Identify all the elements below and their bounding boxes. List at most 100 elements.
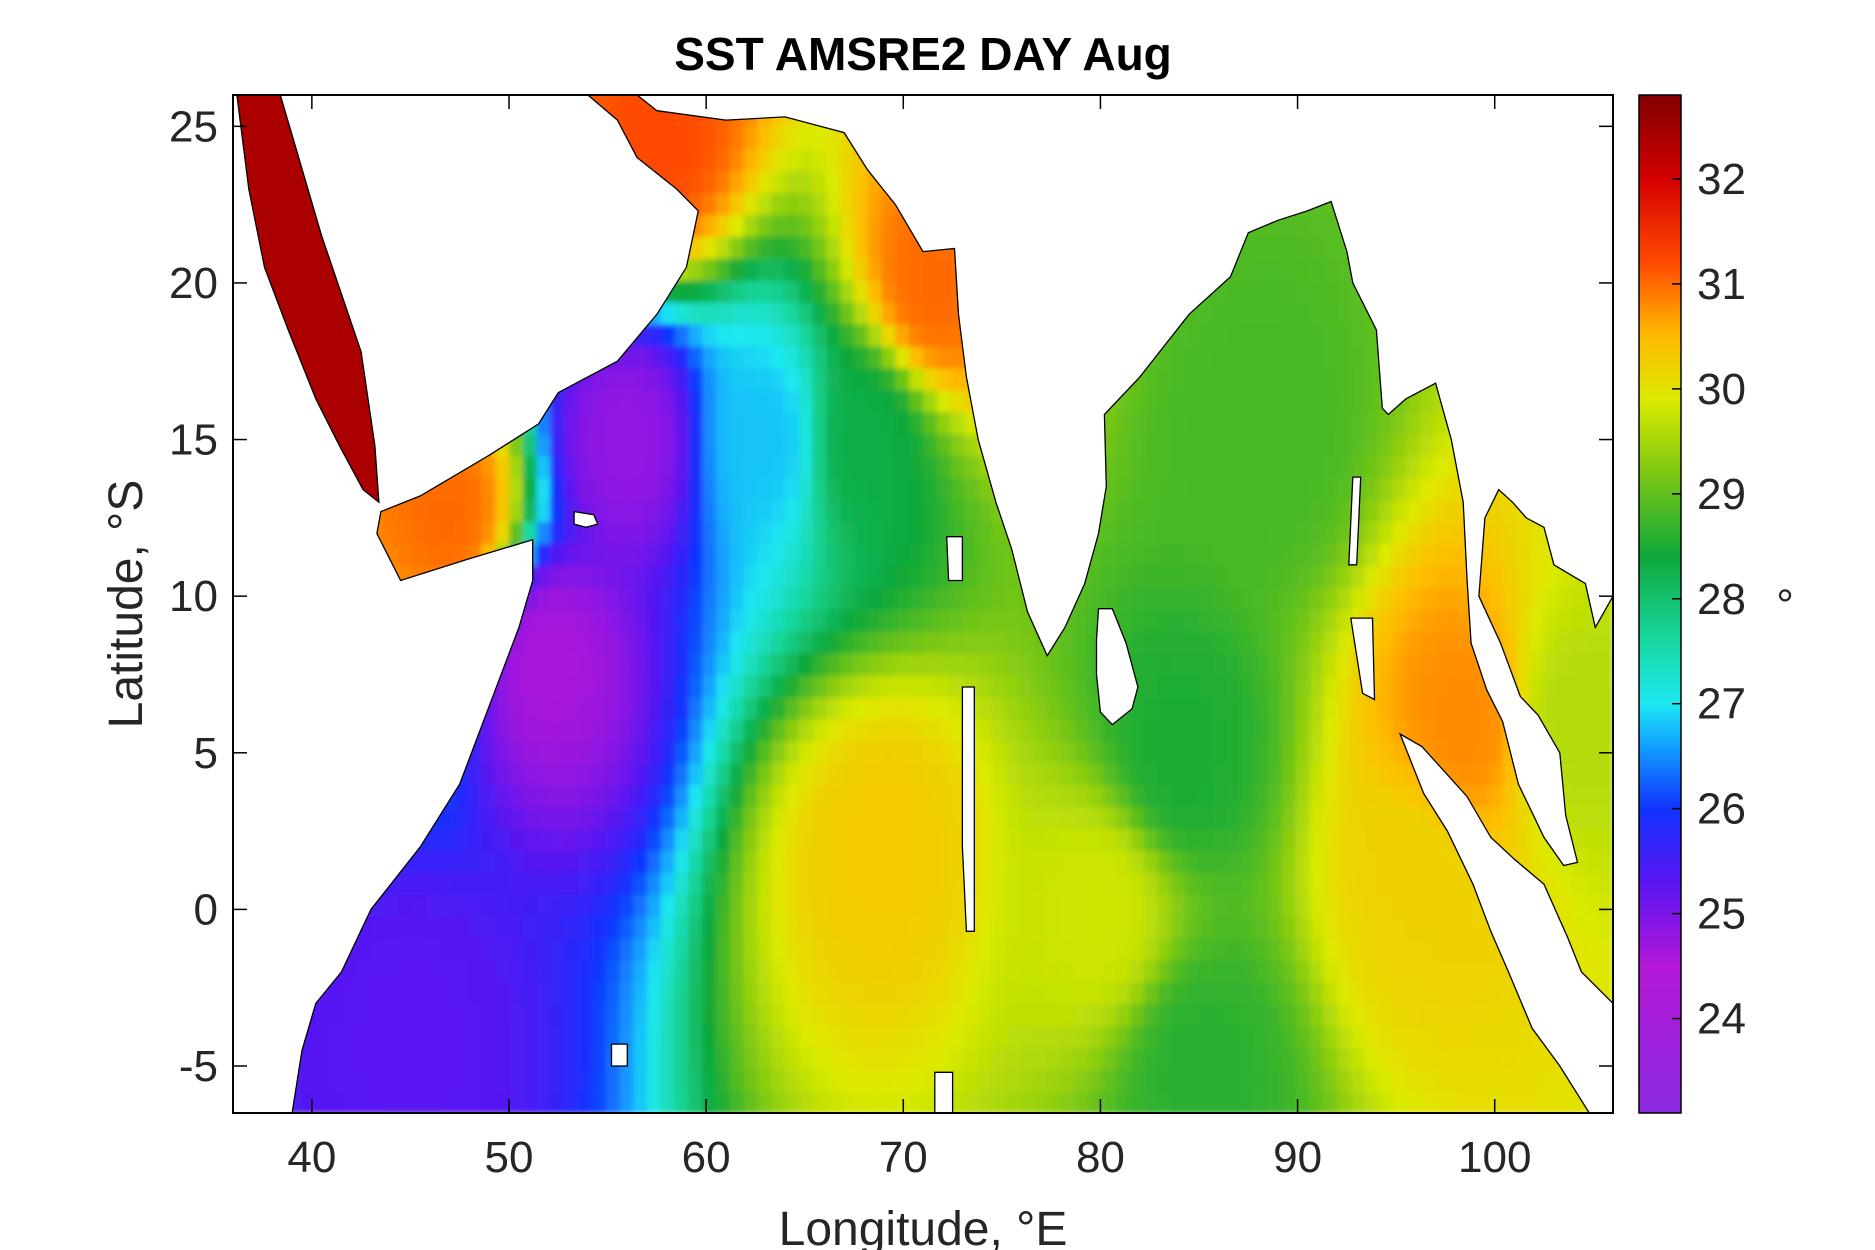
- sst-cell: [578, 981, 593, 1005]
- sst-cell: [1226, 433, 1242, 457]
- sst-cell: [909, 367, 924, 391]
- sst-cell: [854, 257, 869, 281]
- sst-cell: [785, 1025, 800, 1049]
- sst-cell: [440, 959, 455, 983]
- sst-cell: [1392, 893, 1407, 917]
- sst-cell: [1226, 893, 1242, 917]
- sst-cell: [1337, 521, 1352, 544]
- sst-cell: [633, 784, 648, 807]
- sst-cell: [854, 762, 869, 786]
- sst-cell: [481, 1069, 497, 1092]
- sst-cell: [1185, 389, 1200, 413]
- sst-cell: [743, 959, 759, 983]
- sst-cell: [1433, 542, 1449, 566]
- sst-cell: [1378, 564, 1394, 588]
- sst-cell: [1571, 674, 1587, 698]
- sst-cell: [1130, 915, 1145, 939]
- sst-cell: [1268, 674, 1283, 698]
- sst-cell: [964, 1091, 980, 1113]
- sst-cell: [1350, 871, 1366, 895]
- sst-cell: [1557, 630, 1573, 654]
- sst-cell: [840, 455, 855, 479]
- sst-cell: [1295, 937, 1311, 961]
- sst-cell: [895, 915, 911, 939]
- sst-cell: [1309, 652, 1325, 676]
- sst-cell: [1309, 542, 1325, 566]
- sst-cell: [785, 477, 800, 500]
- sst-cell: [1433, 433, 1449, 457]
- sst-cell: [1268, 586, 1283, 610]
- sst-cell: [702, 806, 717, 829]
- y-tick-label: 10: [169, 572, 218, 621]
- sst-cell: [440, 499, 455, 522]
- sst-cell: [1268, 236, 1283, 259]
- sst-cell: [647, 367, 662, 391]
- sst-cell: [564, 1069, 579, 1092]
- sst-cell: [1157, 521, 1173, 544]
- sst-cell: [702, 542, 717, 566]
- sst-cell: [909, 499, 924, 522]
- sst-cell: [812, 564, 828, 588]
- sst-cell: [1281, 893, 1297, 917]
- sst-cell: [909, 893, 924, 917]
- sst-cell: [647, 521, 662, 544]
- sst-cell: [633, 915, 648, 939]
- sst-cell: [343, 959, 359, 983]
- sst-cell: [716, 521, 731, 544]
- sst-cell: [605, 740, 621, 764]
- sst-cell: [881, 1025, 897, 1049]
- sst-cell: [647, 148, 662, 172]
- sst-cell: [771, 740, 786, 764]
- sst-cell: [702, 674, 717, 698]
- sst-cell: [1212, 718, 1228, 742]
- sst-cell: [1530, 630, 1545, 654]
- sst-cell: [619, 1091, 635, 1113]
- sst-cell: [1033, 806, 1049, 829]
- sst-cell: [633, 762, 648, 786]
- sst-cell: [854, 477, 869, 500]
- sst-cell: [1585, 696, 1601, 720]
- sst-cell: [978, 871, 993, 895]
- sst-cell: [881, 981, 897, 1005]
- sst-cell: [978, 937, 993, 961]
- sst-cell: [729, 718, 745, 742]
- sst-cell: [702, 652, 717, 676]
- sst-cell: [1226, 740, 1242, 764]
- sst-cell: [854, 279, 869, 303]
- sst-cell: [1254, 915, 1269, 939]
- sst-cell: [481, 1025, 497, 1049]
- sst-cell: [1281, 608, 1297, 632]
- sst-cell: [785, 1003, 800, 1027]
- sst-cell: [1585, 937, 1601, 961]
- sst-cell: [453, 871, 469, 895]
- sst-cell: [1475, 1047, 1490, 1071]
- sst-cell: [992, 806, 1007, 829]
- sst-cell: [1571, 784, 1587, 807]
- sst-cell: [1516, 564, 1532, 588]
- sst-cell: [1074, 1003, 1090, 1027]
- sst-cell: [1143, 521, 1159, 544]
- sst-cell: [895, 236, 911, 259]
- sst-cell: [1488, 1003, 1504, 1027]
- sst-cell: [426, 1069, 441, 1092]
- sst-cell: [867, 236, 883, 259]
- sst-cell: [660, 981, 676, 1005]
- sst-cell: [522, 849, 538, 873]
- sst-cell: [1268, 1091, 1283, 1113]
- sst-cell: [674, 148, 690, 172]
- maldives-land-coast: [961, 686, 975, 932]
- sst-cell: [936, 455, 952, 479]
- sst-cell: [1447, 696, 1463, 720]
- sst-cell: [1047, 1025, 1062, 1049]
- sst-cell: [1116, 1069, 1131, 1092]
- sst-cell: [1157, 630, 1173, 654]
- sst-cell: [647, 126, 662, 150]
- sst-cell: [743, 542, 759, 566]
- sst-cell: [522, 740, 538, 764]
- sst-cell: [1116, 411, 1131, 435]
- sst-cell: [1268, 696, 1283, 720]
- sst-cell: [1116, 1025, 1131, 1049]
- sst-cell: [909, 871, 924, 895]
- sst-cell: [1171, 740, 1187, 764]
- colorbar-tick-label: 30: [1697, 365, 1746, 414]
